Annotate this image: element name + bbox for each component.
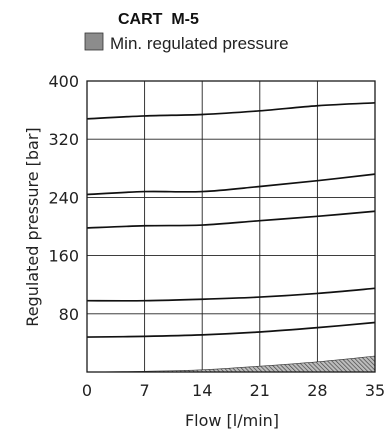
x-tick-label: 0 [82,381,92,400]
x-tick-label: 7 [140,381,150,400]
x-tick-label: 21 [250,381,270,400]
y-tick-label: 80 [59,305,79,324]
plot-frame [86,80,376,373]
min-pressure-layer [86,355,376,373]
x-axis-label: Flow [l/min] [185,411,279,430]
chart-title: CART M-5 [118,11,199,28]
series-line-3 [86,210,376,229]
y-axis-ticks: 80 160 240 320 400 [48,72,79,324]
min-regulated-pressure-area [86,355,376,373]
series-line-2 [86,287,376,302]
series-layer [86,101,376,338]
y-tick-label: 400 [48,72,79,91]
x-tick-label: 14 [192,381,212,400]
x-tick-label: 28 [307,381,327,400]
series-line-4 [86,173,376,196]
legend: Min. regulated pressure [84,32,289,53]
y-tick-label: 160 [48,247,79,266]
legend-label: Min. regulated pressure [110,34,289,53]
legend-swatch [84,32,104,51]
y-tick-label: 320 [48,130,79,149]
series-line-5 [86,101,376,120]
y-axis-label: Regulated pressure [bar] [23,127,42,326]
x-tick-label: 35 [365,381,385,400]
grid [87,81,375,372]
y-tick-label: 240 [48,188,79,207]
x-axis-ticks: 0 7 14 21 28 35 [82,381,385,400]
series-line-1 [86,321,376,338]
